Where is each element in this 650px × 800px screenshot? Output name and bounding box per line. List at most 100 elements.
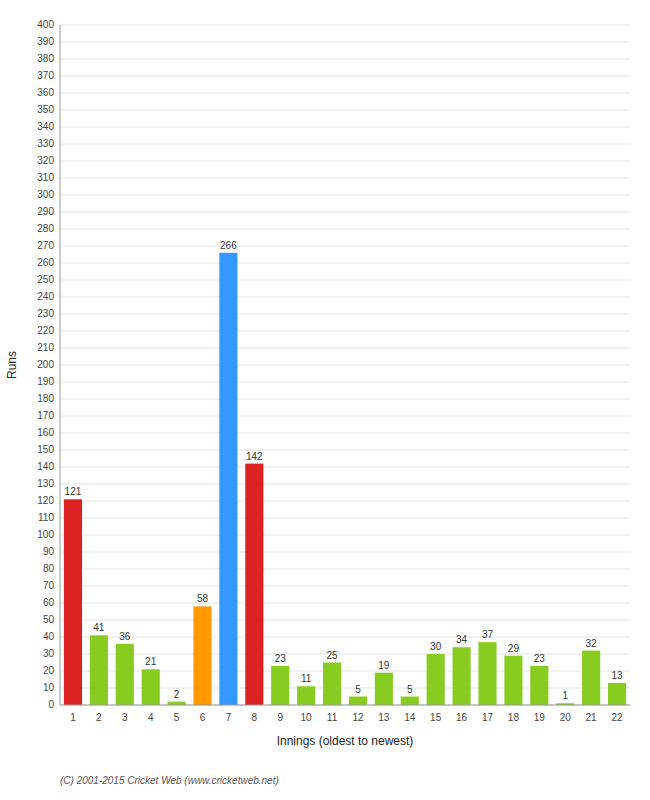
data-label: 142	[246, 451, 263, 462]
bar	[582, 651, 600, 705]
grid-line	[60, 178, 630, 179]
y-tick-label: 330	[37, 138, 54, 149]
bar	[401, 697, 419, 706]
grid-line	[60, 42, 630, 43]
grid-line	[60, 229, 630, 230]
data-label: 29	[508, 643, 520, 654]
bar	[142, 669, 160, 705]
y-tick-label: 300	[37, 189, 54, 200]
y-axis-label: Runs	[5, 351, 19, 379]
y-tick-label: 240	[37, 291, 54, 302]
grid-line	[60, 144, 630, 145]
bar	[168, 702, 186, 705]
y-axis-line	[60, 25, 61, 705]
bar	[427, 654, 445, 705]
x-tick-label: 1	[70, 712, 76, 723]
bar	[245, 464, 263, 705]
x-tick-label: 4	[148, 712, 154, 723]
y-tick-label: 50	[43, 614, 55, 625]
grid-line	[60, 535, 630, 536]
x-axis-line	[60, 705, 630, 706]
x-tick-label: 19	[534, 712, 546, 723]
y-tick-label: 60	[43, 597, 55, 608]
data-label: 25	[326, 650, 338, 661]
grid-line	[60, 212, 630, 213]
data-label: 5	[407, 684, 413, 695]
x-tick-label: 7	[226, 712, 232, 723]
grid-line	[60, 93, 630, 94]
bar	[349, 697, 367, 706]
y-tick-label: 90	[43, 546, 55, 557]
data-label: 36	[119, 631, 131, 642]
y-tick-label: 250	[37, 274, 54, 285]
bar	[219, 253, 237, 705]
y-axis-ticks: 0102030405060708090100110120130140150160…	[37, 19, 54, 710]
y-tick-label: 270	[37, 240, 54, 251]
bar	[323, 663, 341, 706]
y-tick-label: 30	[43, 648, 55, 659]
y-tick-label: 290	[37, 206, 54, 217]
data-label: 21	[145, 656, 157, 667]
y-tick-label: 190	[37, 376, 54, 387]
x-tick-label: 15	[430, 712, 442, 723]
y-tick-label: 0	[48, 699, 54, 710]
y-tick-label: 40	[43, 631, 55, 642]
grid-line	[60, 382, 630, 383]
data-label: 30	[430, 641, 442, 652]
grid-line	[60, 603, 630, 604]
y-tick-label: 200	[37, 359, 54, 370]
x-tick-label: 17	[482, 712, 494, 723]
bar	[504, 656, 522, 705]
bar	[297, 686, 315, 705]
data-label: 23	[275, 653, 287, 664]
y-tick-label: 360	[37, 87, 54, 98]
grid-line	[60, 297, 630, 298]
grid-line	[60, 246, 630, 247]
y-tick-label: 80	[43, 563, 55, 574]
grid-line	[60, 127, 630, 128]
grid-line	[60, 450, 630, 451]
bar	[271, 666, 289, 705]
y-tick-label: 390	[37, 36, 54, 47]
footer: (C) 2001-2015 Cricket Web (www.cricketwe…	[60, 775, 279, 786]
x-tick-label: 13	[378, 712, 390, 723]
data-label: 41	[93, 622, 105, 633]
data-label: 11	[301, 673, 312, 684]
y-tick-label: 120	[37, 495, 54, 506]
grid-line	[60, 348, 630, 349]
bar	[90, 635, 108, 705]
grid-line	[60, 620, 630, 621]
grid-line	[60, 195, 630, 196]
y-tick-label: 10	[43, 682, 55, 693]
y-tick-label: 320	[37, 155, 54, 166]
grid-line	[60, 518, 630, 519]
y-tick-label: 100	[37, 529, 54, 540]
bar	[64, 499, 82, 705]
x-tick-label: 5	[174, 712, 180, 723]
grid-line	[60, 110, 630, 111]
y-tick-label: 70	[43, 580, 55, 591]
grid-line	[60, 365, 630, 366]
bars	[64, 253, 626, 705]
data-label: 58	[197, 593, 209, 604]
x-tick-label: 3	[122, 712, 128, 723]
data-label: 34	[456, 634, 468, 645]
y-tick-label: 400	[37, 19, 54, 30]
bar	[193, 606, 211, 705]
grid-line	[60, 586, 630, 587]
x-axis-ticks: 12345678910111213141516171819202122	[70, 712, 623, 723]
grid-line	[60, 705, 630, 706]
x-axis-label: Innings (oldest to newest)	[277, 734, 414, 748]
grid-line	[60, 263, 630, 264]
grid-line	[60, 433, 630, 434]
y-tick-label: 180	[37, 393, 54, 404]
grid-line	[60, 569, 630, 570]
x-tick-label: 6	[200, 712, 206, 723]
data-label: 32	[586, 638, 598, 649]
y-tick-label: 280	[37, 223, 54, 234]
data-labels: 1214136212582661422311255195303437292313…	[65, 240, 623, 702]
grid-line	[60, 467, 630, 468]
x-tick-label: 16	[456, 712, 468, 723]
grid-line	[60, 161, 630, 162]
data-label: 121	[65, 486, 82, 497]
